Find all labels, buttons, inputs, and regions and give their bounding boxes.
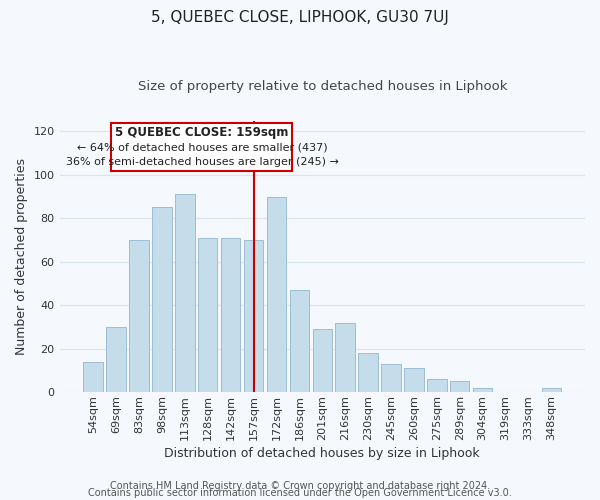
Text: Contains HM Land Registry data © Crown copyright and database right 2024.: Contains HM Land Registry data © Crown c… bbox=[110, 481, 490, 491]
X-axis label: Distribution of detached houses by size in Liphook: Distribution of detached houses by size … bbox=[164, 447, 480, 460]
Bar bbox=[473, 388, 493, 392]
Text: 36% of semi-detached houses are larger (245) →: 36% of semi-detached houses are larger (… bbox=[65, 158, 338, 168]
Bar bbox=[106, 327, 126, 392]
Bar bbox=[335, 322, 355, 392]
Bar bbox=[83, 362, 103, 392]
Bar bbox=[175, 194, 194, 392]
Bar bbox=[267, 196, 286, 392]
Title: Size of property relative to detached houses in Liphook: Size of property relative to detached ho… bbox=[137, 80, 507, 93]
Bar bbox=[450, 382, 469, 392]
FancyBboxPatch shape bbox=[112, 122, 292, 170]
Bar bbox=[152, 208, 172, 392]
Bar bbox=[358, 353, 378, 392]
Bar bbox=[129, 240, 149, 392]
Text: Contains public sector information licensed under the Open Government Licence v3: Contains public sector information licen… bbox=[88, 488, 512, 498]
Bar bbox=[221, 238, 241, 392]
Text: ← 64% of detached houses are smaller (437): ← 64% of detached houses are smaller (43… bbox=[77, 142, 328, 152]
Bar bbox=[313, 329, 332, 392]
Bar bbox=[290, 290, 309, 392]
Bar bbox=[427, 379, 446, 392]
Bar bbox=[244, 240, 263, 392]
Text: 5, QUEBEC CLOSE, LIPHOOK, GU30 7UJ: 5, QUEBEC CLOSE, LIPHOOK, GU30 7UJ bbox=[151, 10, 449, 25]
Bar bbox=[381, 364, 401, 392]
Y-axis label: Number of detached properties: Number of detached properties bbox=[15, 158, 28, 355]
Text: 5 QUEBEC CLOSE: 159sqm: 5 QUEBEC CLOSE: 159sqm bbox=[115, 126, 289, 139]
Bar bbox=[404, 368, 424, 392]
Bar bbox=[542, 388, 561, 392]
Bar bbox=[198, 238, 217, 392]
